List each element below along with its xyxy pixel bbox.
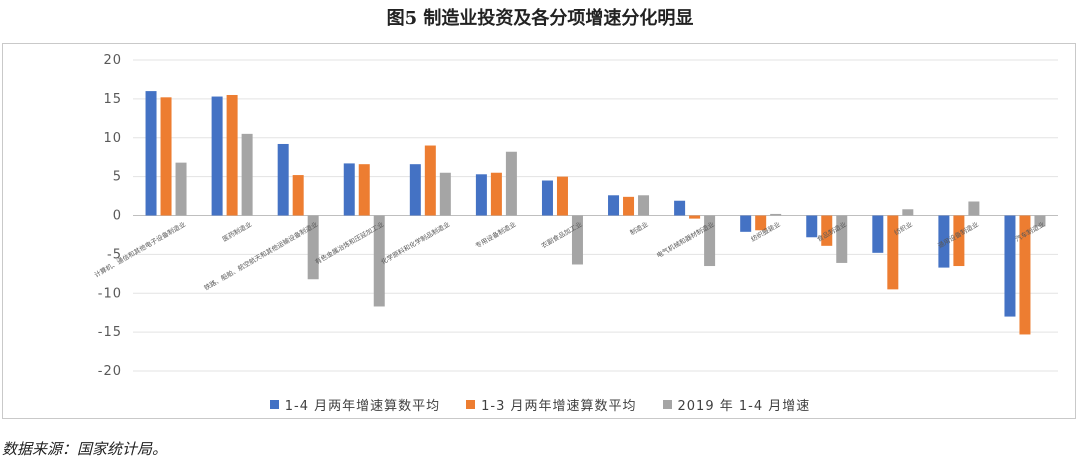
bar xyxy=(608,195,620,216)
chart-frame xyxy=(2,43,1076,419)
bar xyxy=(953,215,965,267)
bar xyxy=(490,172,502,216)
bar xyxy=(424,145,436,216)
legend-item-series-2: 1-3 月两年增速算数平均 xyxy=(466,395,636,414)
chart-title: 图5 制造业投资及各分项增速分化明显 xyxy=(386,8,694,29)
bar xyxy=(505,151,517,216)
legend-label-series-1: 1-4 月两年增速算数平均 xyxy=(284,399,441,414)
legend-item-series-1: 1-4 月两年增速算数平均 xyxy=(269,395,441,414)
y-tick-label: 20 xyxy=(103,53,122,68)
bar xyxy=(145,91,157,216)
bar xyxy=(887,215,899,290)
bar xyxy=(902,209,914,216)
legend-label-series-2: 1-3 月两年增速算数平均 xyxy=(481,399,637,414)
y-tick-label: 5 xyxy=(113,170,122,185)
legend-label-series-3: 2019 年 1-4 月增速 xyxy=(677,399,811,414)
bar xyxy=(541,180,553,216)
bar xyxy=(277,143,289,216)
bar xyxy=(571,215,583,265)
y-tick-label: 0 xyxy=(113,209,122,224)
y-tick-label: -20 xyxy=(98,364,122,379)
y-tick-label: -5 xyxy=(107,247,122,262)
bar xyxy=(226,94,238,216)
bar xyxy=(770,213,782,216)
category-label: 化学原料和化学制品制造业 xyxy=(379,219,451,266)
bar xyxy=(689,215,701,219)
bar xyxy=(241,133,253,216)
bar xyxy=(556,176,568,216)
bar xyxy=(373,215,385,307)
bar xyxy=(704,215,716,267)
legend-swatch-series-1 xyxy=(269,400,279,409)
category-label: 铁路、船舶、航空航天和其他运输设备制造业 xyxy=(202,219,320,292)
bar xyxy=(755,215,767,231)
bar xyxy=(1004,215,1016,317)
bar xyxy=(674,200,686,216)
category-label: 制造业 xyxy=(628,219,650,237)
bar xyxy=(1034,215,1046,227)
bar xyxy=(638,195,650,216)
bar xyxy=(623,196,635,216)
y-tick-label: -10 xyxy=(98,286,122,301)
bar xyxy=(821,215,833,246)
legend-swatch-series-3 xyxy=(662,400,672,409)
y-tick-label: 10 xyxy=(103,131,122,146)
bar xyxy=(343,163,355,216)
bar xyxy=(160,97,172,216)
bar xyxy=(211,96,223,216)
category-label: 专用设备制造业 xyxy=(473,219,517,250)
bar xyxy=(475,174,487,216)
bar xyxy=(292,175,304,216)
bar xyxy=(307,215,319,280)
bar xyxy=(836,215,848,263)
chart-legend: 1-4 月两年增速算数平均 1-3 月两年增速算数平均 2019 年 1-4 月… xyxy=(0,395,1080,414)
y-tick-label: 15 xyxy=(103,92,122,107)
data-source-note: 数据来源：国家统计局。 xyxy=(2,440,168,458)
legend-item-series-3: 2019 年 1-4 月增速 xyxy=(662,395,811,414)
bar xyxy=(938,215,950,268)
bar xyxy=(358,164,370,216)
bar xyxy=(1019,215,1031,335)
bar xyxy=(409,164,421,216)
bar xyxy=(968,201,980,216)
bar xyxy=(740,215,752,232)
bar xyxy=(806,215,818,238)
bar xyxy=(175,162,187,216)
bar xyxy=(872,215,884,253)
category-label: 医药制造业 xyxy=(220,219,253,243)
bar xyxy=(439,172,451,216)
legend-swatch-series-2 xyxy=(466,400,476,409)
y-tick-label: -15 xyxy=(98,325,122,340)
